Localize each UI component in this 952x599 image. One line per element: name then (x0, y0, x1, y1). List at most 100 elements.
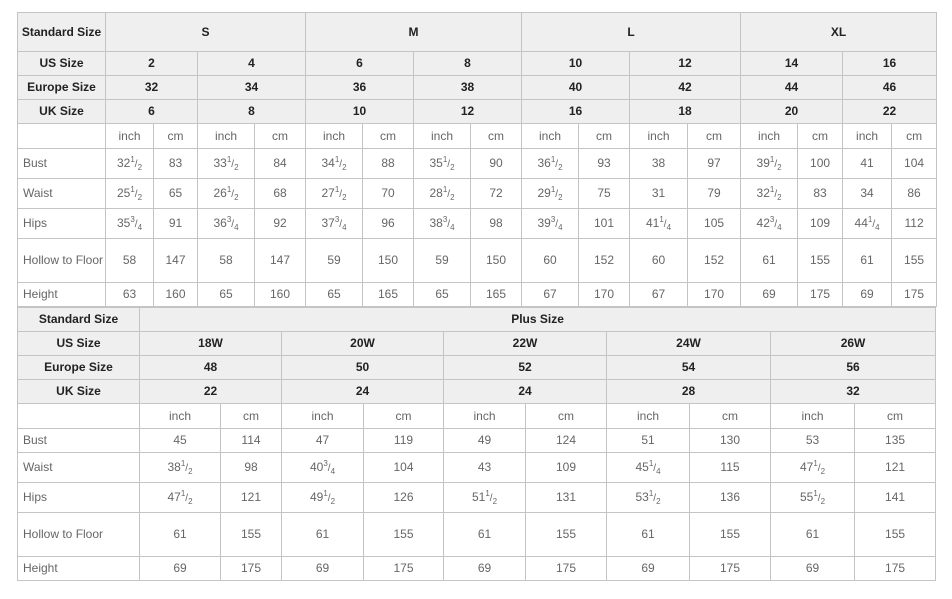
denominator: 4 (558, 222, 563, 232)
inch-value: 441/4 (842, 208, 893, 239)
cm-value: 175 (853, 556, 937, 581)
fraction-slash: / (339, 218, 343, 230)
cm-value: 91 (153, 208, 198, 239)
cm-value: 160 (253, 282, 307, 307)
fraction-slash: / (447, 188, 451, 200)
numerator: 3 (226, 214, 232, 224)
numerator: 1 (659, 214, 664, 224)
cm-value: 175 (363, 556, 444, 581)
size-group-s: S (104, 12, 307, 52)
cm-value: 115 (689, 452, 771, 483)
cm-value: 170 (687, 282, 742, 307)
whole-number: 32 (756, 185, 770, 200)
measurement-label: Hollow to Floor (17, 512, 140, 557)
whole-number: 33 (213, 155, 227, 170)
denominator: 2 (188, 496, 193, 506)
unit-cm: cm (220, 403, 282, 429)
inch-value: 67 (629, 282, 689, 307)
inch-value: 49 (443, 428, 526, 453)
inch-value: 69 (139, 556, 221, 581)
fraction-slash: / (447, 158, 451, 170)
cm-value: 93 (578, 148, 631, 179)
cm-value: 135 (853, 428, 937, 453)
measurement-row-waist: Waist 381/2 98 403/4 104 43 109 451/4 115 471/2 12… (17, 452, 937, 483)
inch-value: 551/2 (770, 482, 855, 513)
unit-cm: cm (687, 123, 742, 149)
measurement-row-height: Height 63 160 65 160 65 165 65 165 67 170 67 170 69 17… (17, 282, 938, 307)
measurement-label: Bust (17, 148, 106, 179)
inch-value: 69 (842, 282, 893, 307)
measurement-row-bust: Bust 45 114 47 119 49 124 51 130 53 135 (17, 428, 937, 453)
whole-number: 45 (635, 459, 649, 474)
europe-size-value: 54 (606, 355, 771, 380)
europe-size-value: 38 (413, 75, 523, 100)
us-size-value: 16 (842, 51, 938, 76)
cm-value: 112 (891, 208, 938, 239)
inch-value: 61 (740, 238, 799, 283)
whole-number: 49 (309, 489, 324, 504)
cm-value: 155 (891, 238, 938, 283)
measurement-label: Height (17, 556, 140, 581)
inch-value: 58 (105, 238, 154, 283)
denominator: 4 (875, 222, 880, 232)
cm-value: 155 (220, 512, 282, 557)
cm-value: 83 (797, 178, 844, 209)
cm-value: 104 (891, 148, 938, 179)
denominator: 2 (492, 496, 498, 506)
denominator: 2 (137, 192, 143, 202)
cm-value: 147 (153, 238, 198, 283)
us-size-value: 6 (305, 51, 415, 76)
cm-value: 175 (525, 556, 607, 581)
inch-value: 60 (629, 238, 689, 283)
size-group-m: M (305, 12, 523, 52)
cm-value: 155 (689, 512, 771, 557)
whole-number: 27 (321, 185, 335, 200)
size-group-xl: XL (740, 12, 938, 52)
us-size-label: US Size (17, 331, 140, 356)
europe-size-value: 56 (769, 355, 937, 380)
europe-size-label: Europe Size (17, 355, 140, 380)
unit-inch: inch (443, 403, 526, 429)
uk-size-label: UK Size (17, 379, 140, 404)
inch-value: 67 (521, 282, 580, 307)
whole-number: 26 (213, 185, 227, 200)
cm-value: 150 (470, 238, 523, 283)
uk-size-row: UK Size 22 24 24 28 32 (17, 379, 937, 404)
unit-cm: cm (525, 403, 607, 429)
numerator: 1 (485, 488, 490, 498)
whole-number: 35 (429, 155, 443, 170)
whole-number: 36 (213, 215, 227, 230)
plus-size-chart: Standard Size Plus Size US Size 18W 20W 22W 24… (17, 307, 937, 581)
europe-size-value: 44 (740, 75, 844, 100)
measurement-row-hollow-to-floor: Hollow to Floor 58 147 58 147 59 150 59 150 60 152… (17, 238, 938, 283)
inch-value: 61 (606, 512, 690, 557)
whole-number: 42 (756, 215, 770, 230)
standard-size-label: Standard Size (17, 12, 106, 52)
fraction-slash: / (447, 218, 451, 230)
measurement-row-hips: Hips 353/4 91 363/4 92 373/4 96 383/4 98 393/4 101… (17, 208, 938, 239)
inch-value: 59 (413, 238, 472, 283)
denominator: 2 (656, 496, 661, 506)
inch-value: 47 (281, 428, 364, 453)
cm-value: 104 (363, 452, 444, 483)
fraction-slash: / (134, 218, 138, 230)
inch-value: 61 (842, 238, 893, 283)
fraction-slash: / (774, 188, 778, 200)
inch-value: 65 (413, 282, 472, 307)
measurement-row-hips: Hips 471/2 121 491/2 126 511/2 131 531/2 136 551/… (17, 482, 937, 513)
europe-size-label: Europe Size (17, 75, 106, 100)
unit-inch: inch (413, 123, 472, 149)
inch-value: 69 (443, 556, 526, 581)
inch-value: 61 (443, 512, 526, 557)
cm-value: 98 (220, 452, 282, 483)
denominator: 2 (330, 496, 336, 506)
numerator: 1 (550, 184, 556, 194)
us-size-row: US Size 18W 20W 22W 24W 26W (17, 331, 937, 356)
cm-value: 92 (253, 208, 307, 239)
numerator: 1 (180, 488, 186, 498)
inch-value: 58 (197, 238, 255, 283)
unit-row-blank (17, 403, 140, 429)
denominator: 4 (137, 222, 143, 232)
measurement-label: Height (17, 282, 106, 307)
inch-value: 69 (740, 282, 799, 307)
